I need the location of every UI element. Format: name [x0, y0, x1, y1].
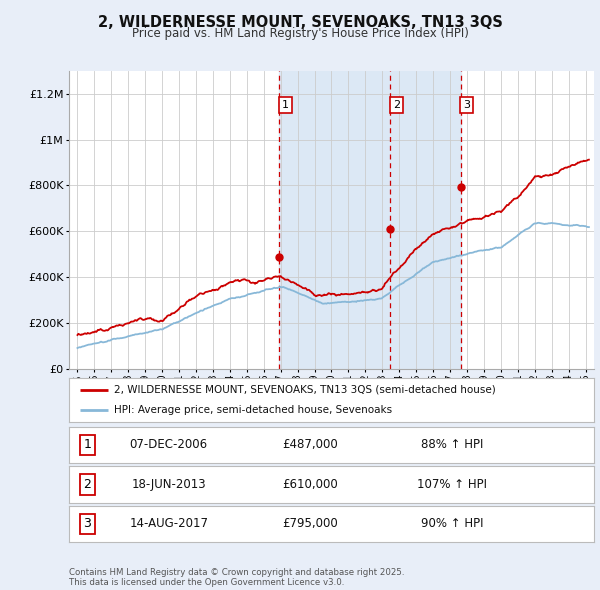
Bar — [390, 71, 461, 369]
Text: 2, WILDERNESSE MOUNT, SEVENOAKS, TN13 3QS (semi-detached house): 2, WILDERNESSE MOUNT, SEVENOAKS, TN13 3Q… — [113, 385, 496, 395]
Text: HPI: Average price, semi-detached house, Sevenoaks: HPI: Average price, semi-detached house,… — [113, 405, 392, 415]
Text: 2: 2 — [83, 478, 91, 491]
Text: Contains HM Land Registry data © Crown copyright and database right 2025.
This d: Contains HM Land Registry data © Crown c… — [69, 568, 404, 587]
Text: £487,000: £487,000 — [283, 438, 338, 451]
Text: Price paid vs. HM Land Registry's House Price Index (HPI): Price paid vs. HM Land Registry's House … — [131, 27, 469, 40]
Bar — [280, 71, 390, 369]
Text: 1: 1 — [282, 100, 289, 110]
Text: 88% ↑ HPI: 88% ↑ HPI — [421, 438, 484, 451]
Text: £795,000: £795,000 — [283, 517, 338, 530]
Text: 2, WILDERNESSE MOUNT, SEVENOAKS, TN13 3QS: 2, WILDERNESSE MOUNT, SEVENOAKS, TN13 3Q… — [98, 15, 502, 30]
Text: 90% ↑ HPI: 90% ↑ HPI — [421, 517, 484, 530]
Text: 1: 1 — [83, 438, 91, 451]
Text: 3: 3 — [463, 100, 470, 110]
Text: 14-AUG-2017: 14-AUG-2017 — [129, 517, 208, 530]
Text: 07-DEC-2006: 07-DEC-2006 — [130, 438, 208, 451]
Text: 2: 2 — [392, 100, 400, 110]
Text: 3: 3 — [83, 517, 91, 530]
Text: 107% ↑ HPI: 107% ↑ HPI — [417, 478, 487, 491]
Text: £610,000: £610,000 — [283, 478, 338, 491]
Text: 18-JUN-2013: 18-JUN-2013 — [131, 478, 206, 491]
